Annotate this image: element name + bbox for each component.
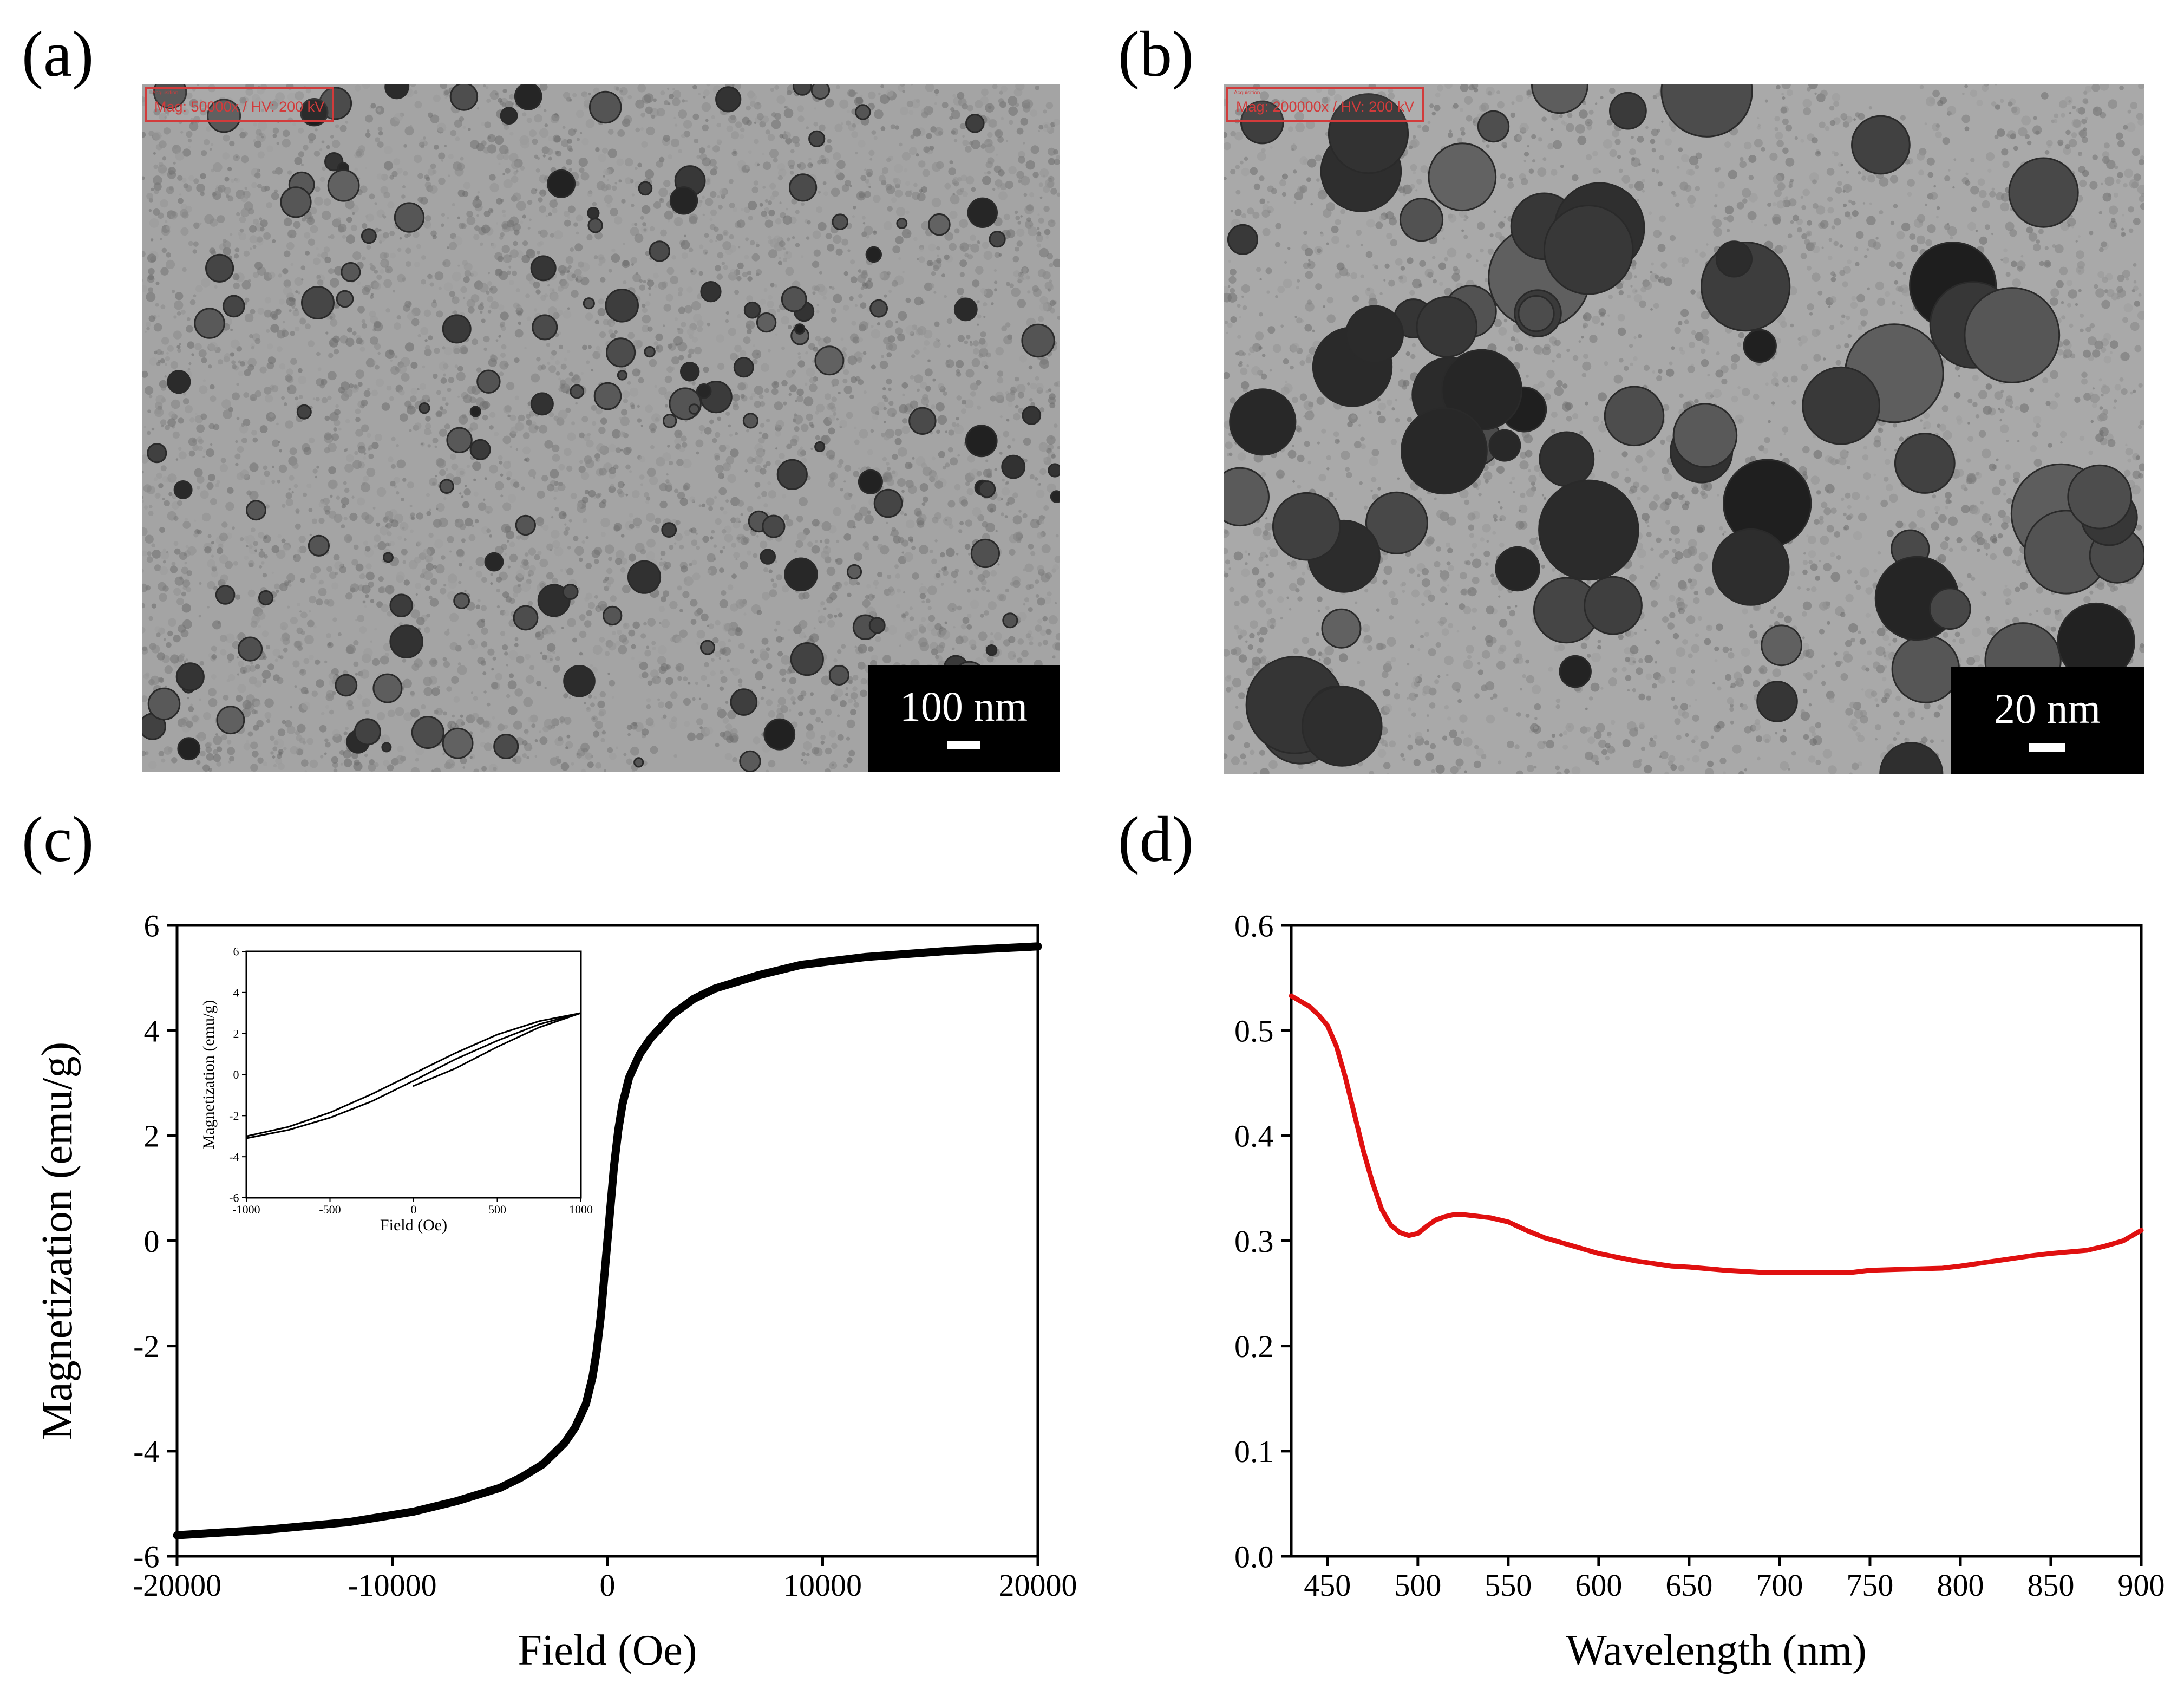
c-inset-xtick-label: -500 xyxy=(319,1203,341,1216)
scale-bar-label-a: 100 nm xyxy=(899,683,1028,730)
c-main-y-axis-label: Magnetization (emu/g) xyxy=(34,1042,81,1440)
d-main-xtick-label: 900 xyxy=(2118,1568,2165,1603)
c-inset-xtick-label: 0 xyxy=(411,1203,417,1216)
d-main-ytick-label: 0.0 xyxy=(1234,1539,1274,1574)
c-main-ytick-label: 2 xyxy=(144,1119,160,1154)
scale-bar-b xyxy=(2029,743,2065,752)
scale-bar-a xyxy=(947,741,980,749)
d-main-xtick-label: 500 xyxy=(1394,1568,1441,1603)
acquisition-caption-a: Acquisition xyxy=(152,90,179,96)
c-inset-xtick-label: 500 xyxy=(488,1203,506,1216)
d-main-xtick-label: 450 xyxy=(1304,1568,1351,1603)
c-inset-ytick-label: 0 xyxy=(233,1068,239,1081)
c-inset-chart: -1000 -500 0 500 1000 -6 -4 -2 0 2 4 6 Field (Oe) Mag… xyxy=(200,945,593,1234)
d-main-ytick-label: 0.4 xyxy=(1234,1119,1274,1154)
d-main-chart: 450 500 550 600 650 700 750 800 850 900 0.0 0.1 0.2 0… xyxy=(1234,908,2165,1674)
c-inset-ytick-label: -2 xyxy=(229,1109,239,1123)
c-main-ytick-label: -4 xyxy=(133,1434,159,1469)
c-inset-ytick-label: -4 xyxy=(229,1150,239,1164)
c-inset-series-2-line xyxy=(413,1012,582,1087)
d-main-x-axis-label: Wavelength (nm) xyxy=(1566,1627,1867,1674)
c-main-ytick-label: -6 xyxy=(133,1539,159,1574)
d-main-xtick-label: 800 xyxy=(1937,1568,1984,1603)
c-inset-series-1-line xyxy=(245,1012,582,1139)
c-main-xtick-label: 10000 xyxy=(783,1568,862,1603)
c-inset-xtick-label: 1000 xyxy=(569,1203,593,1216)
tem-image-b: Acquisition Mag: 200000x / HV: 200 kV 20… xyxy=(1224,84,2144,774)
c-inset-y-axis-label: Magnetization (emu/g) xyxy=(200,1000,218,1150)
c-inset-ytick-label: -6 xyxy=(229,1191,239,1205)
c-inset-ytick-label: 6 xyxy=(233,945,239,958)
c-inset-series-0-line xyxy=(245,1012,582,1137)
d-main-ytick-label: 0.1 xyxy=(1234,1434,1274,1469)
tem-micrograph-b xyxy=(1224,84,2144,774)
d-main-ytick-label: 0.6 xyxy=(1234,908,1274,943)
panel-label-b: (b) xyxy=(1118,18,1194,90)
c-inset-ytick-label: 4 xyxy=(233,986,239,1000)
c-inset-xtick-label: -1000 xyxy=(232,1203,260,1216)
c-main-ytick-label: 6 xyxy=(144,908,160,943)
d-main-plot-frame xyxy=(1290,924,2143,1558)
d-main-xtick-label: 850 xyxy=(2027,1568,2074,1603)
acquisition-info-a: Acquisition Mag: 50000x / HV: 200 kV xyxy=(145,87,335,122)
d-main-ytick-label: 0.5 xyxy=(1234,1013,1274,1048)
tem-image-a: Acquisition Mag: 50000x / HV: 200 kV 100… xyxy=(142,84,1060,772)
c-main-ytick-label: 0 xyxy=(144,1224,160,1259)
c-main-xtick-label: 20000 xyxy=(999,1568,1077,1603)
d-main-xtick-label: 700 xyxy=(1756,1568,1803,1603)
panel-label-c: (c) xyxy=(22,803,94,875)
d-main-ytick-label: 0.3 xyxy=(1234,1224,1274,1259)
c-main-xtick-label: -20000 xyxy=(133,1568,221,1603)
tem-texture xyxy=(142,84,1060,772)
c-main-ytick-label: -2 xyxy=(133,1329,159,1364)
c-main-xtick-label: 0 xyxy=(600,1568,616,1603)
d-main-ytick-label: 0.2 xyxy=(1234,1329,1274,1364)
c-inset-x-axis-label: Field (Oe) xyxy=(380,1216,447,1234)
acquisition-caption-b: Acquisition xyxy=(1234,90,1260,96)
c-inset-plot-frame xyxy=(245,950,582,1199)
acquisition-text-b: Mag: 200000x / HV: 200 kV xyxy=(1236,99,1415,115)
d-main-xtick-label: 600 xyxy=(1575,1568,1622,1603)
tem-micrograph-a xyxy=(142,84,1060,772)
c-main-xtick-label: -10000 xyxy=(348,1568,436,1603)
scale-bar-box-b: 20 nm xyxy=(1951,667,2144,774)
c-main-series-0-line xyxy=(173,942,1042,1539)
c-inset-ytick-label: 2 xyxy=(233,1027,239,1040)
panel-label-a: (a) xyxy=(22,18,94,90)
scale-bar-box-a: 100 nm xyxy=(868,665,1060,772)
acquisition-text-a: Mag: 50000x / HV: 200 kV xyxy=(154,99,325,115)
d-main-xtick-label: 650 xyxy=(1665,1568,1712,1603)
panel-label-d: (d) xyxy=(1118,803,1194,875)
d-main-xtick-label: 750 xyxy=(1846,1568,1893,1603)
acquisition-info-b: Acquisition Mag: 200000x / HV: 200 kV xyxy=(1226,87,1424,122)
d-main-xtick-label: 550 xyxy=(1485,1568,1532,1603)
d-main-series-0-line xyxy=(1289,993,2144,1275)
c-main-ytick-label: 4 xyxy=(144,1013,160,1048)
scale-bar-label-b: 20 nm xyxy=(1993,685,2101,732)
c-main-x-axis-label: Field (Oe) xyxy=(518,1627,697,1674)
tem-texture xyxy=(1224,84,2144,774)
